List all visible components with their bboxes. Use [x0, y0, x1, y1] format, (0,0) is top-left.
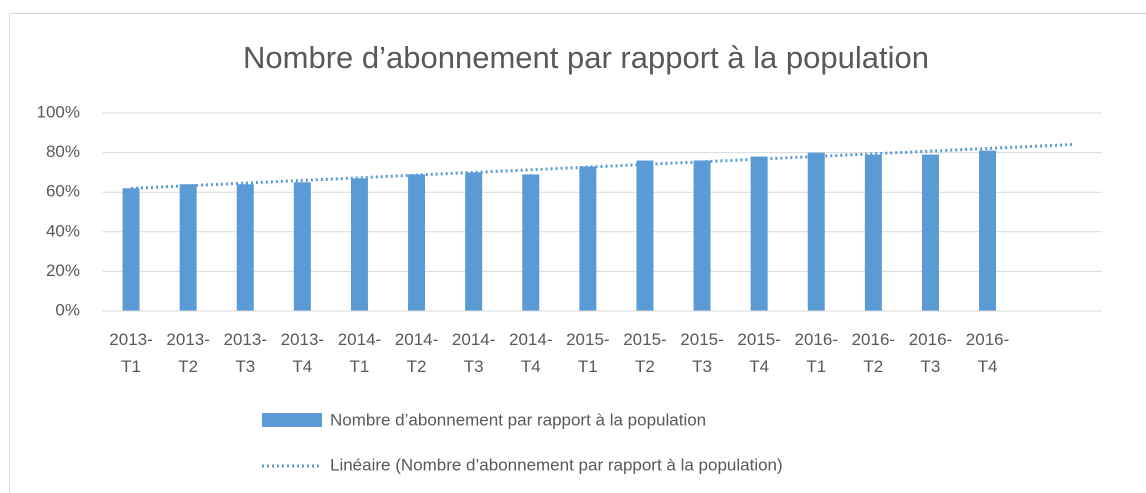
bar [693, 160, 711, 311]
x-tick-label: 2014-T3 [452, 330, 495, 376]
x-tick-label: 2013-T4 [281, 330, 324, 376]
bar [179, 184, 197, 311]
x-tick-label: 2015-T1 [566, 330, 609, 376]
bar [236, 184, 254, 311]
x-tick-label: 2014-T1 [338, 330, 381, 376]
bar [579, 166, 597, 311]
trendline [130, 142, 1074, 190]
chart-frame [9, 13, 1146, 493]
bar [864, 154, 882, 311]
bar [979, 150, 997, 311]
legend-label: Linéaire (Nombre d’abonnement par rappor… [330, 455, 783, 474]
bar [465, 172, 483, 311]
x-tick-label: 2013-T2 [166, 330, 209, 376]
bar [408, 174, 426, 311]
bar [122, 188, 140, 311]
bar [350, 178, 368, 311]
legend-swatch [262, 413, 322, 427]
y-tick-label: 60% [46, 182, 80, 201]
y-tick-label: 0% [55, 300, 80, 319]
bar [522, 174, 540, 311]
x-tick-label: 2016-T1 [795, 330, 838, 376]
bar [293, 182, 311, 311]
x-tick-label: 2013-T1 [109, 330, 152, 376]
bar [921, 154, 939, 311]
legend-label: Nombre d’abonnement par rapport à la pop… [330, 410, 706, 429]
y-tick-label: 100% [37, 102, 80, 121]
x-tick-label: 2016-T3 [909, 330, 952, 376]
x-tick-label: 2014-T2 [395, 330, 438, 376]
bar [807, 152, 825, 311]
bar [636, 160, 654, 311]
bar [750, 156, 768, 311]
y-tick-label: 80% [46, 142, 80, 161]
x-tick-label: 2014-T4 [509, 330, 552, 376]
x-tick-label: 2015-T2 [623, 330, 666, 376]
y-tick-label: 20% [46, 261, 80, 280]
x-tick-label: 2015-T3 [680, 330, 723, 376]
chart-title: Nombre d’abonnement par rapport à la pop… [243, 40, 929, 75]
x-tick-label: 2013-T3 [224, 330, 267, 376]
y-tick-label: 40% [46, 221, 80, 240]
x-tick-label: 2016-T2 [852, 330, 895, 376]
x-tick-label: 2016-T4 [966, 330, 1009, 376]
x-tick-label: 2015-T4 [737, 330, 780, 376]
